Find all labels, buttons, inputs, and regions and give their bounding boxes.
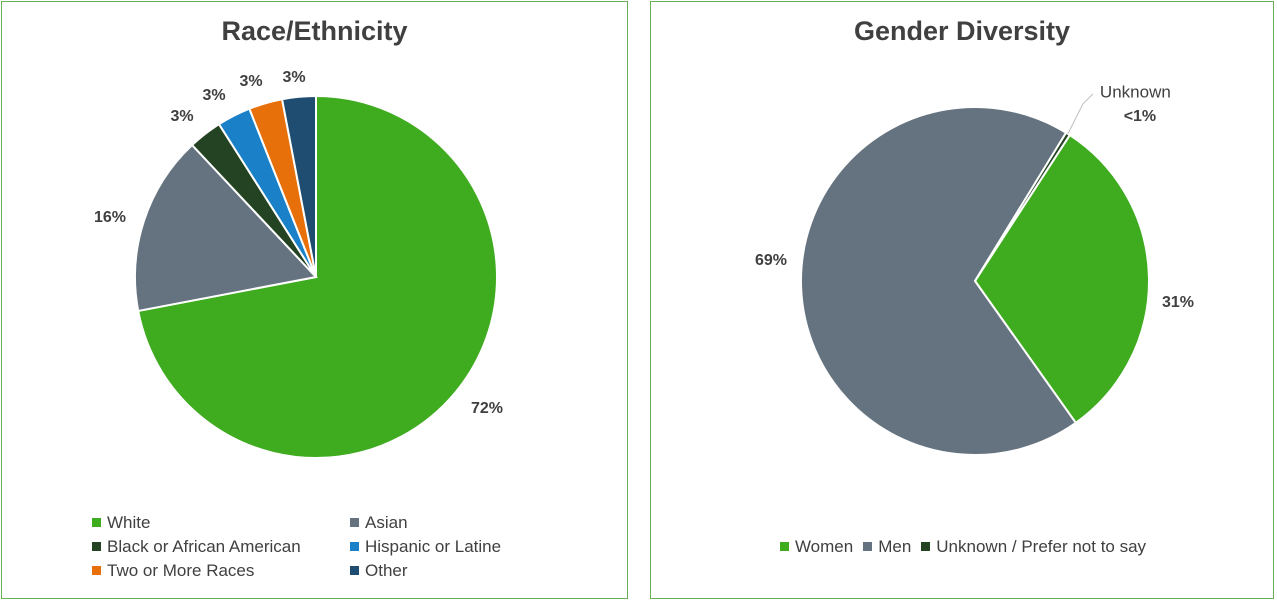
legend-swatch-women [779,542,789,551]
slice-men [799,106,1078,456]
legend-label-other: Other [365,561,408,580]
data-label-other: 3% [282,69,305,86]
legend-label-white: White [107,513,151,532]
gender-pie: 31% 69% Unknown <1% [755,82,1194,456]
legend-item-white: White [92,511,150,535]
slice-women [973,133,1150,425]
data-label-asian: 16% [94,209,126,226]
legend-swatch-asian [350,518,359,527]
data-label-men: 69% [755,252,787,269]
legend-item-women: Women [779,537,854,557]
legend-item-hispanic-or-latine: Hispanic or Latine [350,535,501,559]
legend-swatch-unknown-prefer-not-to-say [921,542,931,551]
legend-item-men: Men [863,537,911,557]
legend-item-two-or-more-races: Two or More Races [92,559,254,583]
legend-item-unknown-prefer-not-to-say: Unknown / Prefer not to say [921,537,1146,557]
data-label-hispanic-or-latine: 3% [202,87,225,104]
data-label-women: 31% [1162,294,1194,311]
callout-leader-line [1067,93,1094,135]
legend-item-other: Other [350,559,408,583]
gender-legend-row: Women Men Unknown / Prefer not to say [651,537,1275,557]
data-label-white: 72% [471,400,503,417]
legend-item-black-or-african-american: Black or African American [92,535,301,559]
legend-label-two-or-more-races: Two or More Races [107,561,255,580]
race-chart-title: Race/Ethnicity [221,16,408,46]
callout-name-unknown: Unknown [1100,82,1171,101]
legend-swatch-white [92,518,101,527]
legend-label-asian: Asian [365,513,408,532]
slice-asian [134,143,318,313]
gender-diversity-chart: Gender Diversity 31% 69% Unknown <1% Women M… [650,1,1274,599]
legend-swatch-hispanic-or-latine [350,542,359,551]
race-pie: 72% 16% 3% 3% 3% 3% [94,69,503,459]
legend-swatch-two-or-more-races [92,566,101,575]
legend-label-hispanic-or-latine: Hispanic or Latine [365,537,502,556]
race-legend: White Asian Black or African American Hispa… [2,2,629,600]
legend-label-women: Women [794,537,854,556]
legend-label-black-or-african-american: Black or African American [107,537,301,556]
gender-chart-title: Gender Diversity [853,16,1071,46]
legend-swatch-black-or-african-american [92,542,101,551]
data-label-unknown: <1% [1124,108,1156,125]
legend-swatch-men [863,542,873,551]
race-ethnicity-chart: Race/Ethnicity 72% 16% 3% 3% 3% 3% White Asian… [1,1,628,599]
gender-legend: Women Men Unknown / Prefer not to say [651,2,1275,600]
slice-white [137,94,498,459]
legend-swatch-other [350,566,359,575]
data-label-two-or-more-races: 3% [239,73,262,90]
legend-label-men: Men [878,537,912,556]
slice-other [280,94,317,278]
data-label-black-or-african-american: 3% [170,108,193,125]
legend-label-unknown-prefer-not-to-say: Unknown / Prefer not to say [936,537,1147,556]
legend-item-asian: Asian [350,511,408,535]
